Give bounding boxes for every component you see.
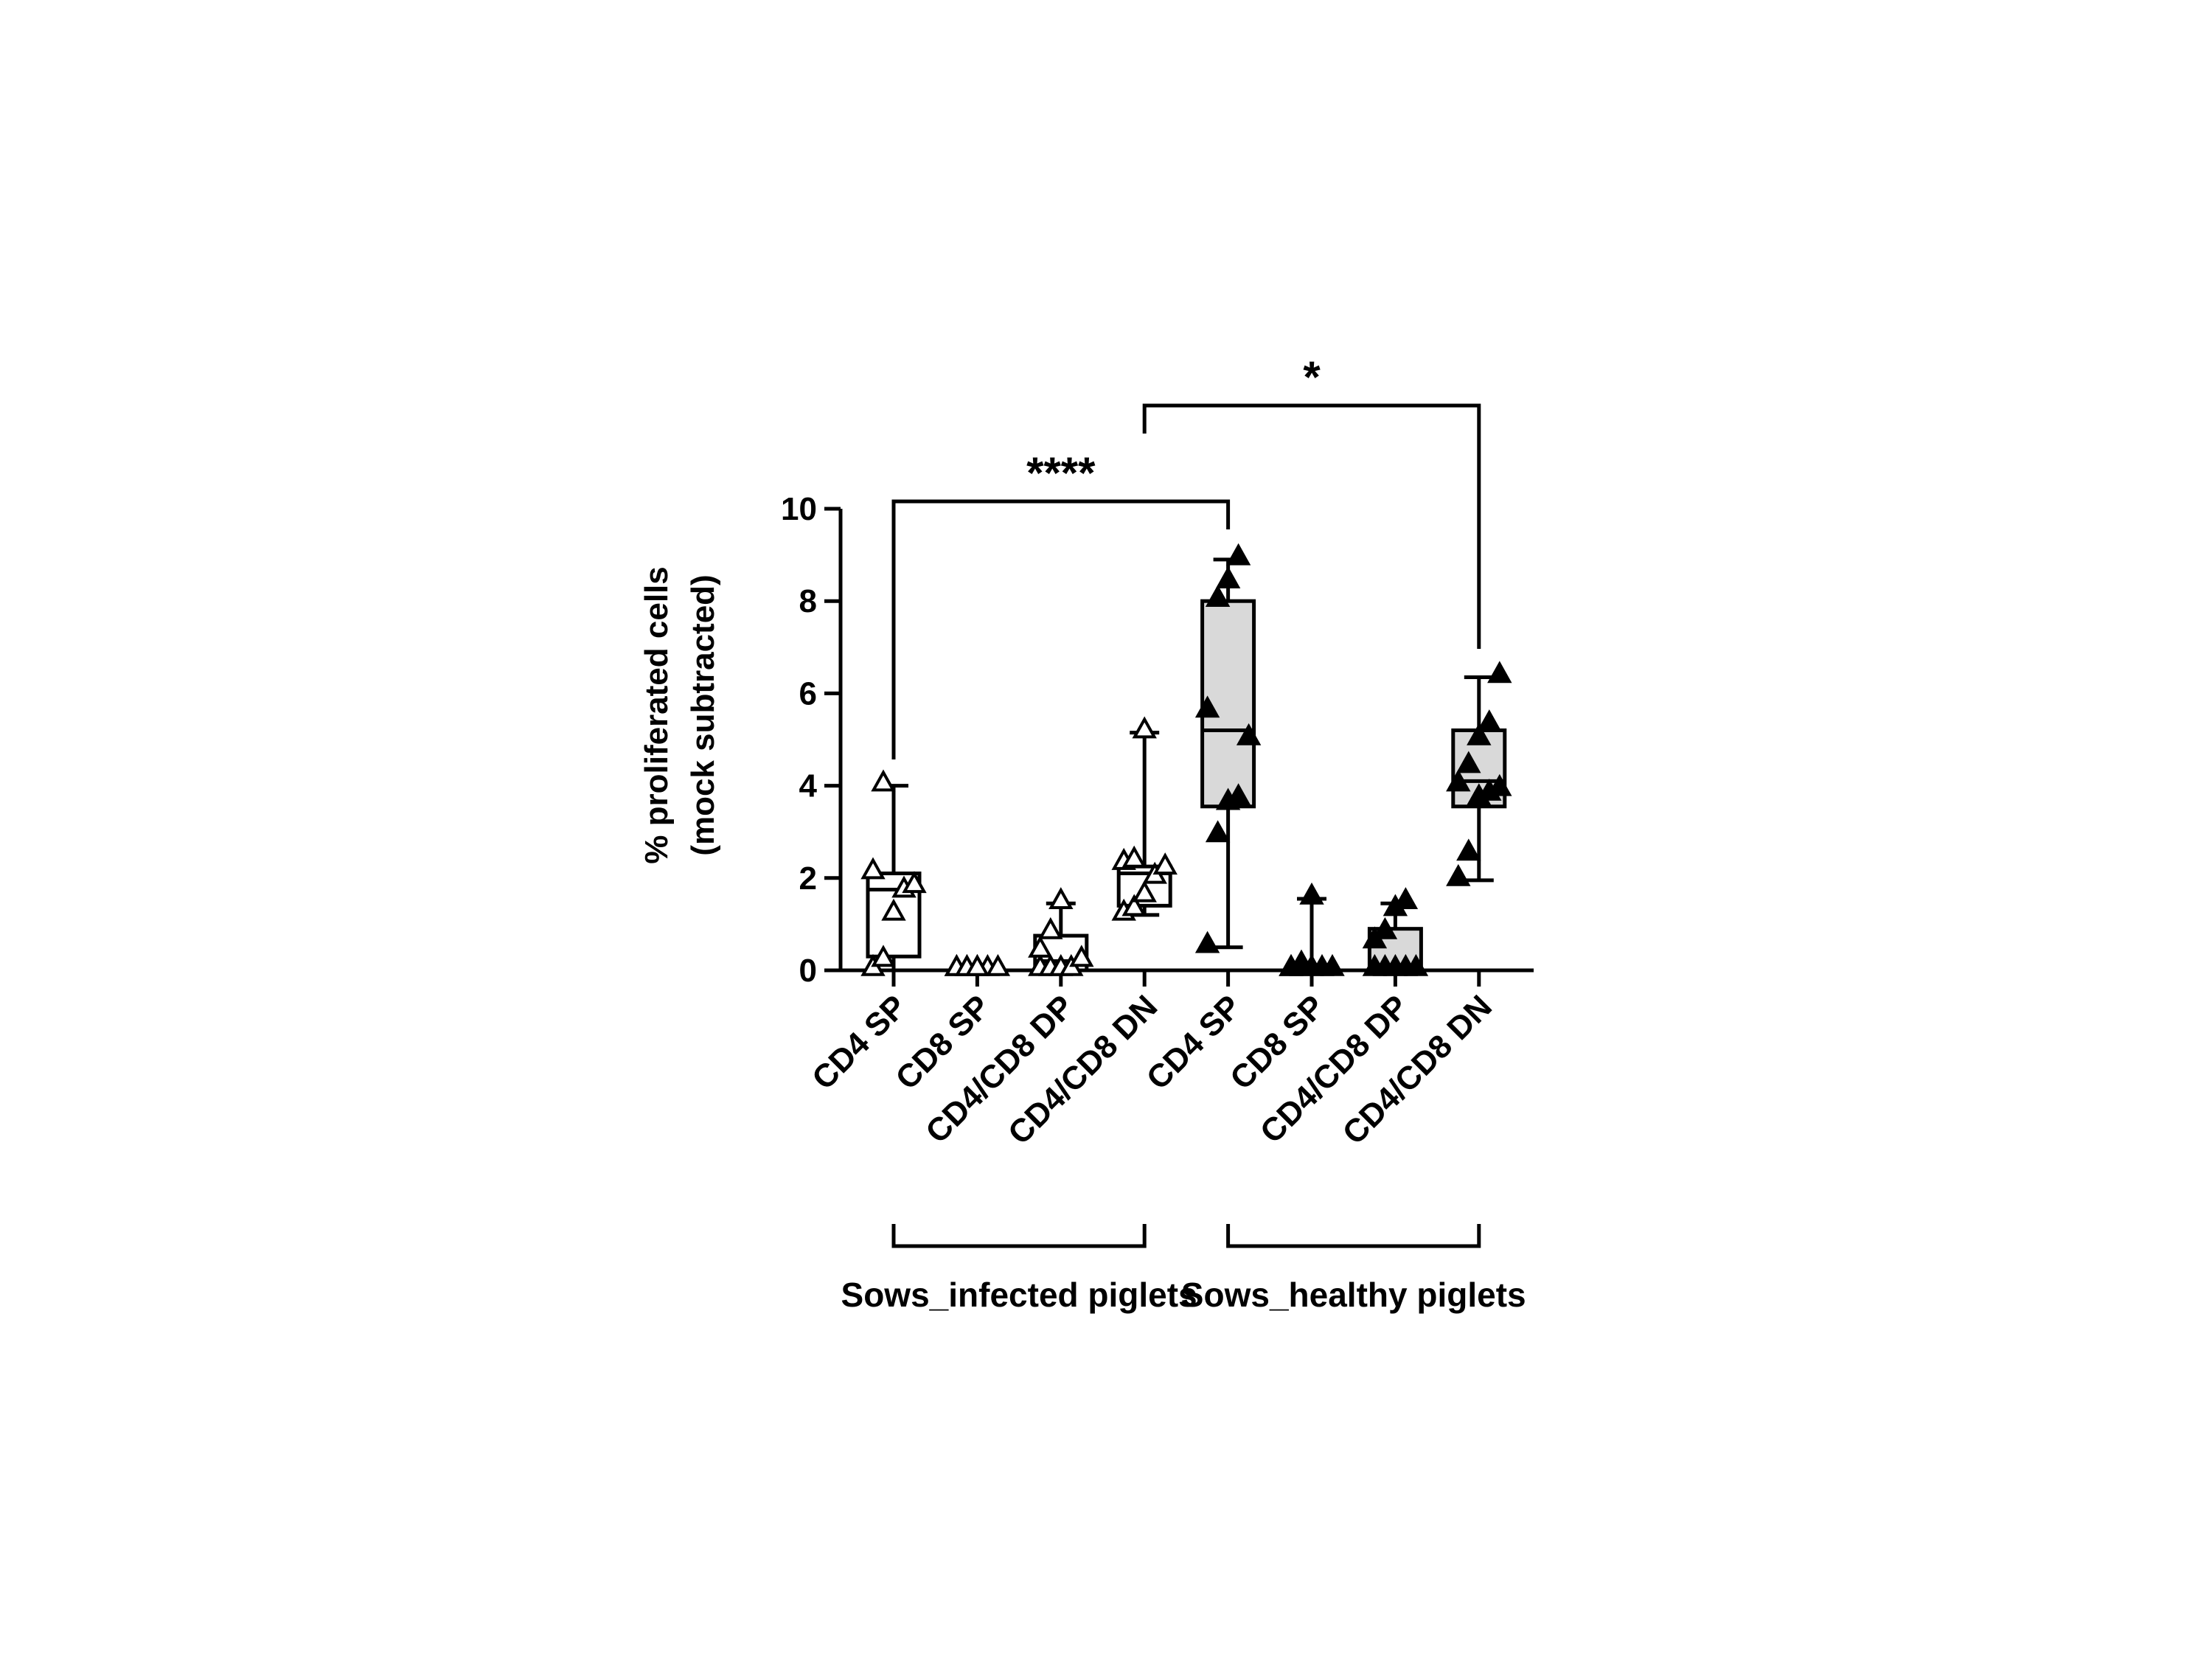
y-tick-label: 8	[799, 583, 817, 619]
y-axis-label: % proliferated cells	[639, 566, 675, 863]
data-point	[1456, 751, 1481, 773]
data-point	[1225, 543, 1251, 566]
data-point	[1487, 773, 1512, 796]
data-point	[860, 857, 886, 880]
group-bracket	[891, 1224, 1147, 1248]
significance-label: *	[1303, 352, 1321, 402]
data-point	[1121, 894, 1147, 917]
points-layer	[860, 543, 1512, 976]
data-point	[1299, 882, 1324, 905]
data-point	[1028, 935, 1053, 958]
category-label: CD4/CD8 DP	[919, 988, 1081, 1150]
significance-brackets: *****	[891, 352, 1481, 759]
data-point	[1446, 863, 1471, 886]
data-point	[1393, 887, 1419, 910]
data-point	[1403, 953, 1429, 976]
boxes-layer	[866, 557, 1507, 974]
data-point	[1048, 887, 1074, 910]
data-point	[1289, 949, 1314, 972]
data-point	[1194, 931, 1220, 953]
data-point	[1205, 585, 1231, 607]
category-label: CD4/CD8 DN	[1336, 988, 1499, 1151]
data-point	[1152, 852, 1178, 875]
data-point	[1320, 953, 1345, 976]
data-point	[1225, 783, 1251, 806]
data-point	[871, 945, 896, 967]
data-point	[1194, 695, 1220, 718]
y-tick-label: 10	[781, 491, 817, 527]
data-point	[881, 898, 906, 921]
y-tick-label: 2	[799, 860, 817, 897]
group-label: Sows_infected piglets	[841, 1276, 1197, 1314]
y-axis-sublabel: (mock subtracted)	[685, 574, 721, 855]
data-point	[1132, 880, 1157, 902]
data-point	[1121, 845, 1147, 868]
data-point	[1205, 820, 1231, 843]
y-tick-label: 6	[799, 675, 817, 712]
data-point	[964, 953, 990, 976]
group-bracket	[1226, 1224, 1481, 1248]
data-point	[902, 871, 927, 894]
data-point	[1467, 723, 1492, 745]
data-point	[1446, 769, 1471, 792]
significance-bracket	[1142, 403, 1481, 649]
data-point	[1069, 945, 1094, 967]
data-point	[1215, 566, 1241, 588]
y-axis: 0 2 4 6 8 10	[781, 491, 843, 989]
x-axis	[841, 968, 1534, 987]
data-point	[985, 953, 1011, 976]
data-point	[1372, 917, 1398, 939]
data-point	[1487, 661, 1512, 684]
significance-label: ****	[1026, 448, 1096, 498]
data-point	[871, 769, 896, 792]
data-point	[1456, 838, 1481, 861]
y-tick-label: 4	[799, 768, 818, 804]
significance-bracket	[891, 499, 1231, 759]
y-tick-label: 0	[799, 953, 817, 989]
group-label: Sows_healthy piglets	[1181, 1276, 1526, 1314]
data-point	[1236, 723, 1262, 745]
data-point	[1132, 716, 1157, 739]
data-point	[1477, 709, 1502, 732]
data-point	[1038, 917, 1063, 939]
category-label: CD4/CD8 DP	[1253, 988, 1416, 1150]
y-axis-title: % proliferated cells (mock subtracted)	[639, 566, 721, 863]
